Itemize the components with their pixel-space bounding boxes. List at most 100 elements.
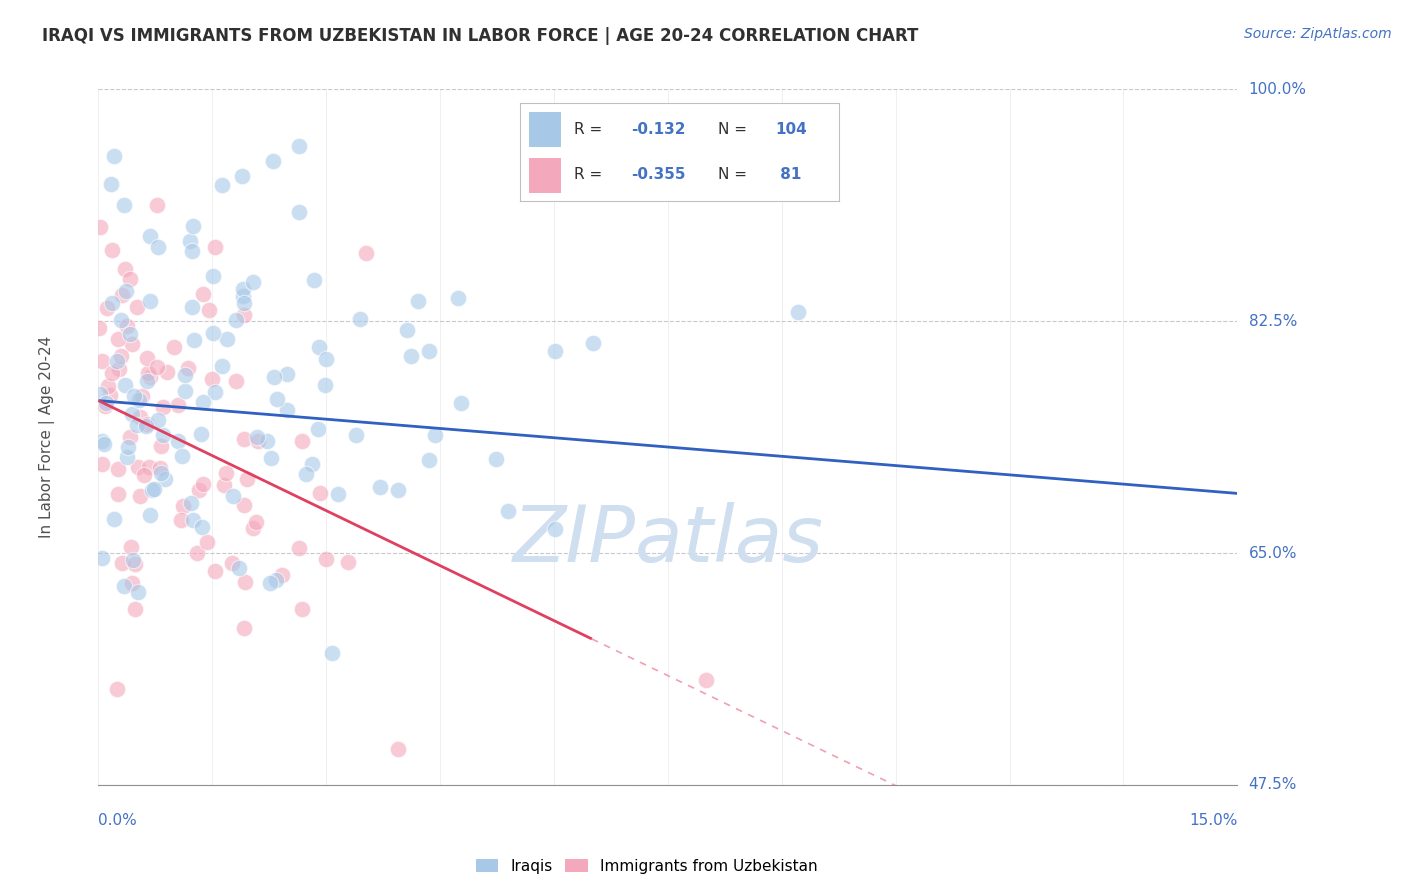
Point [225, 313, 247, 327]
Point [110, 313, 132, 327]
Point [246, 434, 269, 448]
Point [115, 284, 138, 298]
Point [262, 154, 284, 169]
Point [198, 302, 221, 317]
Point [90, 550, 112, 565]
Point [181, 219, 204, 233]
Point [191, 520, 214, 534]
Point [183, 333, 205, 347]
Point [288, 541, 311, 555]
Point [135, 351, 157, 365]
Point [177, 361, 200, 376]
Text: IRAQI VS IMMIGRANTS FROM UZBEKISTAN IN LABOR FORCE | AGE 20-24 CORRELATION CHART: IRAQI VS IMMIGRANTS FROM UZBEKISTAN IN L… [42, 27, 918, 45]
Point [179, 234, 201, 248]
Point [111, 288, 134, 302]
Point [211, 359, 233, 373]
Point [425, 428, 447, 442]
Point [544, 343, 567, 358]
Point [368, 480, 391, 494]
Point [215, 466, 238, 480]
Point [301, 457, 323, 471]
Text: 100.0%: 100.0% [1249, 82, 1306, 96]
Point [135, 419, 157, 434]
Point [266, 392, 288, 406]
Point [307, 422, 329, 436]
Point [204, 384, 226, 399]
Point [291, 602, 314, 616]
Point [120, 272, 142, 286]
Point [173, 368, 195, 383]
Point [242, 276, 264, 290]
Point [232, 432, 254, 446]
Point [231, 169, 253, 183]
Point [141, 483, 163, 497]
Point [100, 177, 122, 191]
Point [94, 399, 117, 413]
Point [496, 504, 519, 518]
Point [308, 340, 330, 354]
Point [202, 326, 225, 340]
Point [211, 178, 233, 192]
Text: ZIPatlas: ZIPatlas [512, 502, 824, 578]
Point [172, 449, 194, 463]
Point [124, 557, 146, 571]
Point [354, 246, 377, 260]
Point [314, 378, 336, 392]
Point [186, 546, 208, 560]
Point [117, 319, 139, 334]
Point [89, 219, 111, 234]
Point [103, 512, 125, 526]
Point [112, 578, 135, 592]
Point [108, 361, 131, 376]
Point [115, 450, 138, 464]
Point [87, 321, 110, 335]
Point [287, 205, 309, 219]
Point [204, 240, 226, 254]
Point [152, 428, 174, 442]
Point [276, 403, 298, 417]
Point [149, 460, 172, 475]
Point [162, 340, 184, 354]
Point [127, 459, 149, 474]
Point [90, 458, 112, 472]
Point [110, 349, 132, 363]
Point [387, 742, 409, 756]
Point [531, 164, 554, 178]
Point [96, 301, 118, 316]
Point [222, 489, 245, 503]
Point [406, 294, 429, 309]
Point [136, 417, 159, 432]
Point [120, 430, 142, 444]
Point [98, 388, 121, 402]
Point [90, 354, 112, 368]
Point [166, 434, 188, 449]
Point [89, 386, 111, 401]
Point [121, 408, 143, 422]
Text: 0.0%: 0.0% [98, 813, 138, 828]
Point [120, 540, 142, 554]
Point [170, 512, 193, 526]
Point [233, 308, 256, 322]
Point [315, 551, 337, 566]
Point [418, 343, 440, 358]
Point [118, 327, 141, 342]
Point [111, 556, 134, 570]
Point [127, 584, 149, 599]
Point [215, 332, 238, 346]
Point [146, 359, 169, 374]
Point [225, 374, 247, 388]
Point [97, 379, 120, 393]
Point [302, 273, 325, 287]
Point [190, 427, 212, 442]
Point [337, 555, 360, 569]
Point [146, 412, 169, 426]
Point [105, 682, 128, 697]
Point [256, 434, 278, 448]
Point [101, 295, 124, 310]
Point [191, 476, 214, 491]
Point [166, 398, 188, 412]
Point [181, 513, 204, 527]
Point [276, 368, 298, 382]
Point [127, 300, 149, 314]
Point [103, 149, 125, 163]
